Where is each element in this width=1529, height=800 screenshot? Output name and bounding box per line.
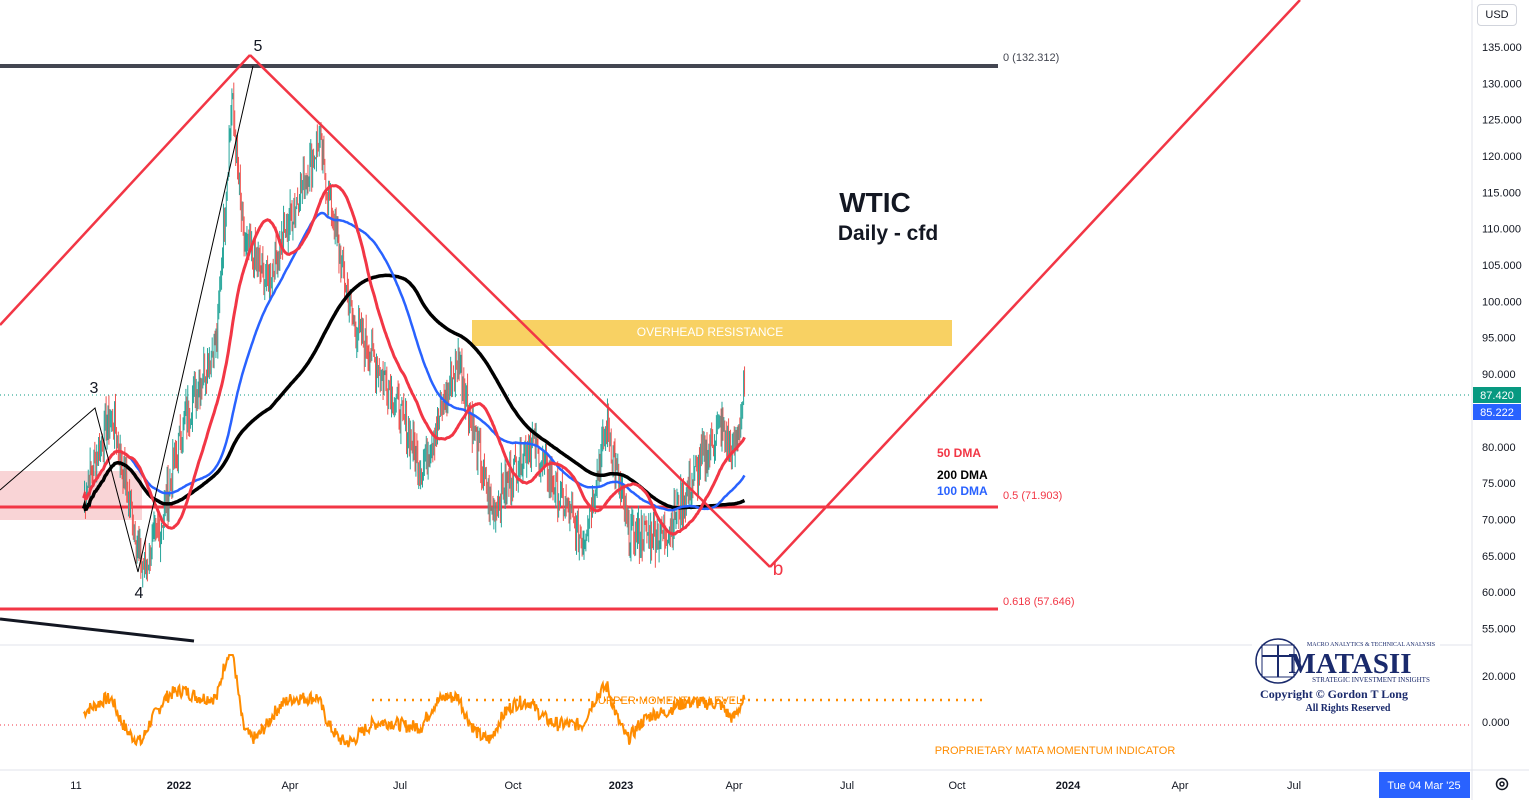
momentum-indicator-label: PROPRIETARY MATA MOMENTUM INDICATOR (935, 745, 1176, 757)
time-tick-label: Apr (1171, 780, 1188, 792)
price-tick-label: 100.000 (1482, 296, 1522, 308)
momentum-tick-label: 0.000 (1482, 717, 1510, 729)
momentum-tick-label: 20.000 (1482, 671, 1516, 683)
overhead-resistance-zone (472, 320, 952, 346)
momentum-axis[interactable]: 20.000 0.000 (1482, 671, 1516, 729)
currency-selector[interactable]: USD (1477, 4, 1517, 26)
time-tick-label: 2023 (609, 780, 633, 792)
price-tick-label: 130.000 (1482, 78, 1522, 90)
channel-line-down (249, 54, 771, 568)
time-tick-label: Apr (281, 780, 298, 792)
mata-watermark: MACRO ANALYTICS & TECHNICAL ANALYSIS MAT… (1252, 635, 1440, 714)
time-tick-label: Jul (393, 780, 407, 792)
settings-gear-icon[interactable] (1494, 776, 1510, 792)
price-bars (84, 82, 746, 588)
price-tick-label: 120.000 (1482, 151, 1522, 163)
watermark-rights: All Rights Reserved (1306, 703, 1391, 714)
price-tick-label: 70.000 (1482, 514, 1516, 526)
ma-price-value: 85.222 (1480, 407, 1514, 419)
ma-50-line (82, 184, 746, 536)
channel-line-up (0, 54, 251, 326)
crosshair-date-badge (1379, 772, 1470, 798)
fib-0.618-label: 0.618 (57.646) (1003, 596, 1075, 608)
ma-50-label: 50 DMA (937, 446, 981, 460)
ma-200-line (81, 273, 746, 512)
price-tick-label: 65.000 (1482, 551, 1516, 563)
chart-subtitle: Daily - cfd (838, 222, 938, 245)
crosshair-date-text: Tue 04 Mar '25 (1387, 780, 1460, 792)
time-tick-label: Jul (1287, 780, 1301, 792)
time-tick-label: 2024 (1056, 780, 1081, 792)
currency-label: USD (1485, 9, 1509, 21)
price-tick-label: 105.000 (1482, 260, 1522, 272)
wave-5-label: 5 (254, 38, 263, 55)
support-zone (0, 471, 142, 520)
price-tick-label: 115.000 (1482, 187, 1521, 199)
ma-200-label: 200 DMA (937, 468, 988, 482)
price-tick-label: 60.000 (1482, 587, 1516, 599)
vitruvian-logo-icon (1255, 638, 1301, 684)
price-tick-label: 75.000 (1482, 478, 1516, 490)
price-tick-label: 90.000 (1482, 369, 1516, 381)
ma-100-line (82, 211, 746, 512)
time-tick-label: Jul (840, 780, 854, 792)
momentum-line (82, 654, 746, 748)
wave-4-label: 4 (135, 585, 144, 602)
ma-price-badge (1473, 404, 1521, 420)
ma-100-label: 100 DMA (937, 484, 988, 498)
wave-3-label: 3 (90, 380, 99, 397)
time-axis[interactable]: 112022AprJulOct2023AprJulOct2024AprJulOc… (70, 780, 1413, 792)
long-term-trend-line (0, 617, 195, 643)
price-tick-label: 55.000 (1482, 624, 1516, 636)
last-price-value: 87.420 (1480, 390, 1514, 402)
price-tick-label: 135.000 (1482, 42, 1522, 54)
time-tick-label: Oct (504, 780, 521, 792)
time-tick-label: Apr (725, 780, 742, 792)
overhead-resistance-label: OVERHEAD RESISTANCE (637, 325, 783, 339)
price-tick-label: 125.000 (1482, 115, 1522, 127)
time-tick-label: 2022 (167, 780, 191, 792)
price-tick-label: 80.000 (1482, 442, 1516, 454)
watermark-copyright: Copyright © Gordon T Long (1260, 687, 1408, 701)
wave-b-label: b (773, 559, 784, 580)
time-tick-label: Oct (948, 780, 965, 792)
elliott-wave-path (0, 65, 254, 573)
watermark-brand: MATASII (1289, 648, 1412, 680)
time-tick-label: 11 (70, 780, 81, 792)
watermark-top: MACRO ANALYTICS & TECHNICAL ANALYSIS (1307, 642, 1435, 648)
price-tick-label: 95.000 (1482, 333, 1516, 345)
channel-line-projection (769, 0, 1301, 568)
last-price-badge (1473, 387, 1521, 403)
price-tick-label: 110.000 (1482, 224, 1521, 236)
chart-title: WTIC (839, 187, 911, 218)
fib-0-label: 0 (132.312) (1003, 52, 1059, 64)
watermark-tagline: STRATEGIC INVESTMENT INSIGHTS (1312, 676, 1430, 684)
price-axis[interactable]: 135.000 130.000 125.000 120.000 115.000 110.0… (1482, 42, 1522, 636)
fib-0.5-label: 0.5 (71.903) (1003, 490, 1062, 502)
